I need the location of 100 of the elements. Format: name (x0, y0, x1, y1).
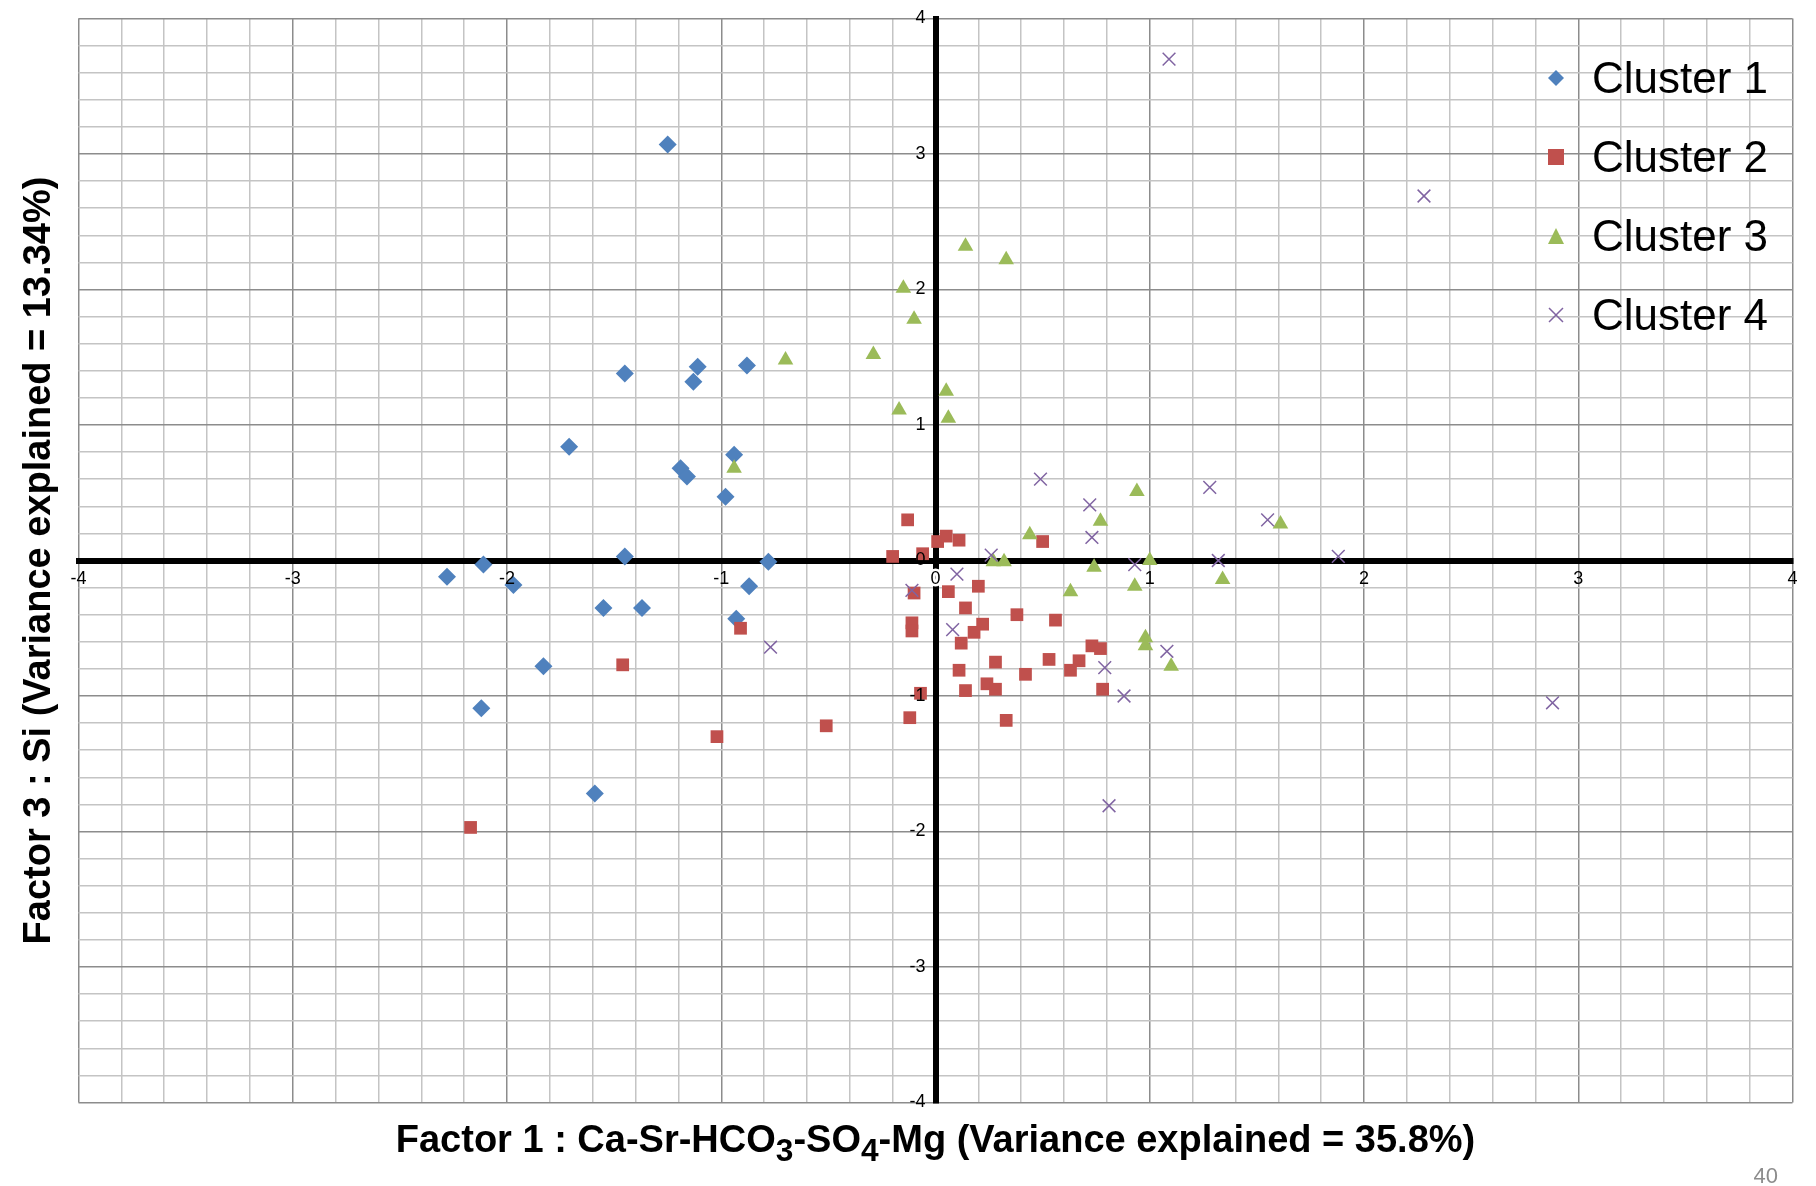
point (906, 310, 922, 324)
legend-label: Cluster 3 (1591, 210, 1768, 261)
point (1545, 695, 1560, 710)
point (891, 401, 907, 415)
y-tick-label: -3 (909, 955, 926, 976)
point (1086, 558, 1102, 572)
x-tick-label: -4 (70, 568, 87, 589)
point (1202, 480, 1217, 495)
point (941, 585, 955, 599)
point (967, 625, 981, 639)
point (952, 663, 966, 677)
legend-label: Cluster 2 (1591, 131, 1768, 182)
point (865, 345, 882, 360)
x-tick-label: 1 (1144, 568, 1155, 589)
point (688, 357, 707, 376)
y-axis-title: Factor 3 : Si (Variance explained = 13.34%) (16, 176, 60, 945)
point (763, 640, 778, 655)
point (1094, 642, 1107, 655)
point (1416, 188, 1432, 204)
point (616, 658, 630, 672)
point (1126, 577, 1143, 591)
x-tick-label: -3 (284, 568, 301, 589)
text: 40 (1753, 1163, 1778, 1186)
point (1127, 557, 1142, 572)
point (954, 636, 968, 650)
point (615, 547, 634, 566)
point (949, 566, 965, 582)
legend-label: Cluster 1 (1591, 52, 1768, 103)
point (1010, 608, 1024, 622)
point (472, 699, 491, 718)
point (1211, 553, 1226, 568)
y-tick-label: 2 (915, 278, 926, 299)
x-tick-label: 2 (1358, 568, 1370, 589)
point (1092, 512, 1109, 526)
point (998, 250, 1014, 265)
point (658, 135, 677, 154)
point (940, 409, 957, 423)
point (716, 487, 735, 506)
point (759, 552, 778, 571)
point (1331, 549, 1346, 564)
point (684, 372, 703, 391)
point (464, 821, 477, 834)
point (819, 719, 833, 733)
point (615, 364, 634, 383)
point (1159, 644, 1174, 659)
point (1042, 653, 1056, 666)
point (734, 621, 747, 635)
point (1021, 525, 1038, 540)
y-tick-label: -4 (909, 1091, 926, 1112)
point (903, 711, 917, 725)
point (989, 655, 1002, 669)
point (438, 567, 457, 586)
point (957, 237, 974, 251)
point (1260, 512, 1275, 527)
point (740, 577, 759, 596)
point (560, 437, 579, 456)
point (1101, 798, 1117, 813)
point (1084, 530, 1100, 545)
point (1033, 472, 1048, 487)
point (474, 555, 493, 574)
point (1049, 613, 1062, 627)
point (901, 513, 915, 527)
x-tick-label: -2 (498, 568, 516, 589)
point (726, 459, 742, 473)
point (945, 622, 960, 637)
point (1129, 482, 1145, 496)
point (1062, 582, 1079, 597)
point (984, 547, 999, 563)
point (989, 682, 1002, 696)
y-tick-label: -1 (909, 684, 926, 705)
point (710, 730, 724, 744)
point (585, 784, 604, 803)
point (725, 445, 744, 464)
x-axis-title: Factor 1 : Ca-Sr-HCO$_{3}$-SO$_{4}$-Mg (Variance explained = 35.8%) (395, 1118, 1476, 1168)
point (971, 579, 985, 593)
point (677, 467, 696, 486)
point (1097, 660, 1112, 675)
x-tick-label: 4 (1787, 568, 1798, 589)
point (959, 601, 972, 615)
point (632, 598, 651, 617)
point (895, 279, 912, 293)
point (959, 684, 972, 697)
point (594, 598, 613, 617)
x-tick-label: -1 (713, 568, 730, 589)
point (1272, 514, 1289, 529)
point (777, 350, 794, 365)
x-tick-label: 3 (1573, 568, 1584, 589)
point (938, 382, 955, 396)
point (1036, 535, 1049, 548)
point (1082, 497, 1097, 513)
point (1064, 663, 1077, 677)
point (939, 529, 953, 543)
y-tick-label: -2 (909, 820, 926, 841)
point (996, 552, 1012, 567)
legend-label: Cluster 4 (1591, 289, 1768, 340)
point (1116, 688, 1132, 704)
y-tick-label: 1 (915, 413, 926, 434)
point (1096, 682, 1109, 696)
y-tick-label: 3 (915, 142, 926, 163)
point (886, 550, 900, 563)
